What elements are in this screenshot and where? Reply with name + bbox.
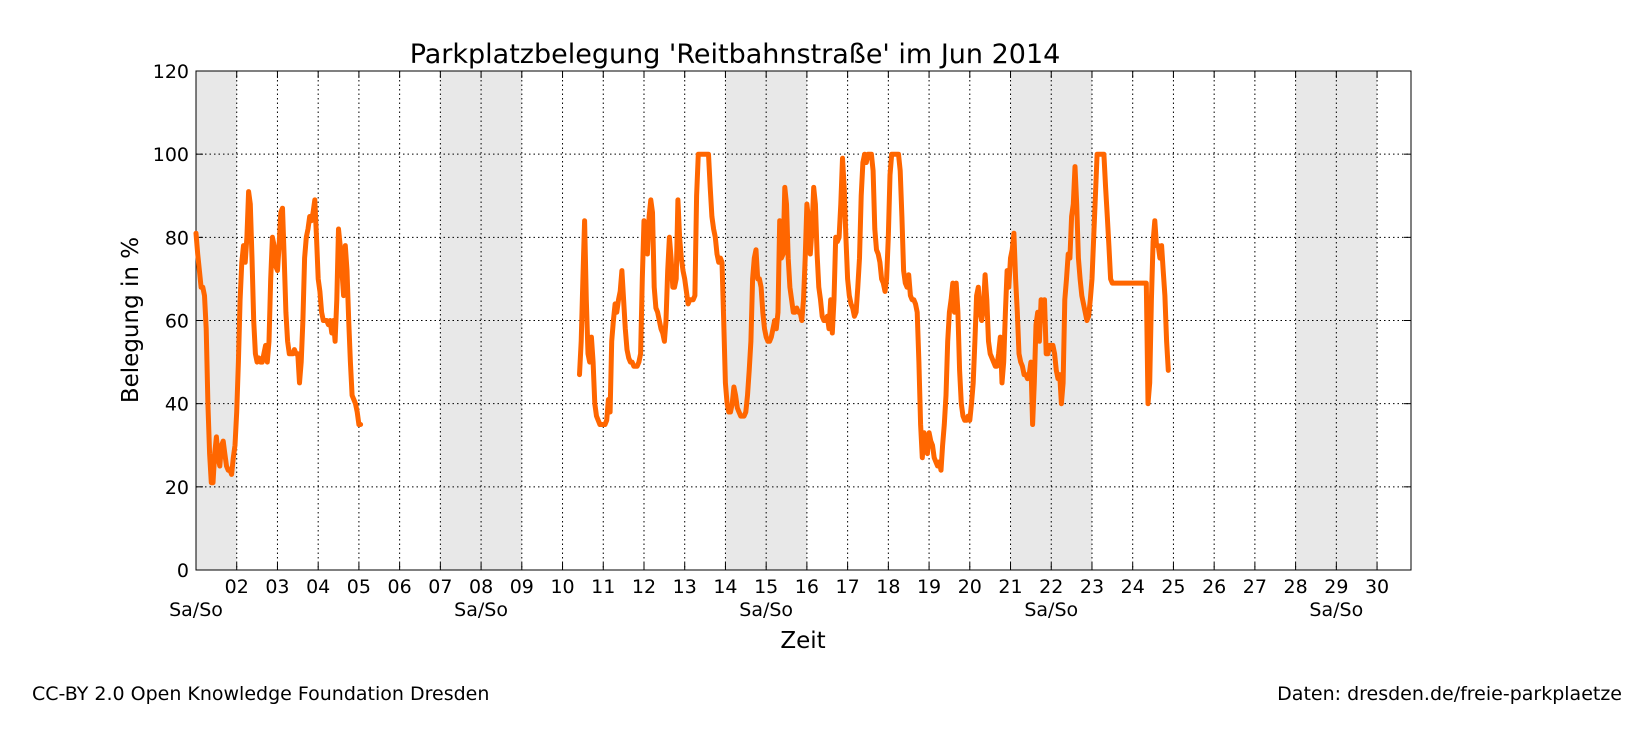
y-tick-label: 60	[165, 311, 189, 333]
y-tick-label: 20	[165, 477, 189, 499]
x-tick-label: 13	[673, 576, 697, 598]
x-tick-label: 19	[917, 576, 941, 598]
weekend-band	[1295, 71, 1378, 570]
x-tick-label: 20	[958, 576, 982, 598]
x-tick-label: 09	[510, 576, 534, 598]
x-tick-label: 06	[388, 576, 412, 598]
x-tick-label: 02	[225, 576, 249, 598]
x-tick-label: 25	[1161, 576, 1185, 598]
data-source-credit: Daten: dresden.de/freie-parkplaetze	[1277, 683, 1622, 705]
y-tick-label: 40	[165, 394, 189, 416]
weekend-label: Sa/So	[739, 599, 793, 621]
weekend-band	[725, 71, 807, 570]
x-tick-label: 29	[1324, 576, 1348, 598]
x-tick-label: 22	[1039, 576, 1063, 598]
weekend-label: Sa/So	[1309, 599, 1363, 621]
y-tick-label: 80	[165, 227, 189, 249]
y-tick-label: 120	[153, 61, 189, 83]
x-axis-label: Zeit	[780, 628, 825, 654]
weekend-label: Sa/So	[1024, 599, 1078, 621]
x-tick-label: 17	[836, 576, 860, 598]
x-tick-label: 15	[754, 576, 778, 598]
license-credit: CC-BY 2.0 Open Knowledge Foundation Dres…	[32, 683, 490, 705]
weekend-label: Sa/So	[169, 599, 223, 621]
occupancy-line	[193, 189, 364, 486]
x-tick-label: 12	[632, 576, 656, 598]
x-tick-label: 05	[347, 576, 371, 598]
x-tick-label: 26	[1202, 576, 1226, 598]
chart-title: Parkplatzbelegung 'Reitbahnstraße' im Ju…	[410, 39, 1061, 70]
x-tick-label: 23	[1080, 576, 1104, 598]
axis-ticks: 0 20 40 60 80 100 120 02 03 04 05 06 07 08 09 10 11 12 13 1…	[153, 61, 1411, 621]
x-tick-label: 10	[550, 576, 574, 598]
x-tick-label: 14	[713, 576, 737, 598]
x-tick-label: 11	[591, 576, 615, 598]
x-tick-label: 03	[265, 576, 289, 598]
x-tick-label: 07	[428, 576, 452, 598]
y-tick-label: 100	[153, 144, 189, 166]
y-axis-label: Belegung in %	[118, 237, 144, 403]
x-tick-label: 21	[998, 576, 1022, 598]
x-tick-label: 28	[1284, 576, 1308, 598]
weekend-label: Sa/So	[454, 599, 508, 621]
x-tick-label: 08	[469, 576, 493, 598]
x-tick-label: 30	[1365, 576, 1389, 598]
occupancy-line	[577, 151, 1171, 473]
x-tick-label: 16	[795, 576, 819, 598]
x-tick-label: 27	[1243, 576, 1267, 598]
y-tick-label: 0	[177, 560, 189, 582]
x-tick-label: 24	[1121, 576, 1145, 598]
x-tick-label: 18	[876, 576, 900, 598]
data-lines	[193, 151, 1171, 486]
x-tick-label: 04	[306, 576, 330, 598]
